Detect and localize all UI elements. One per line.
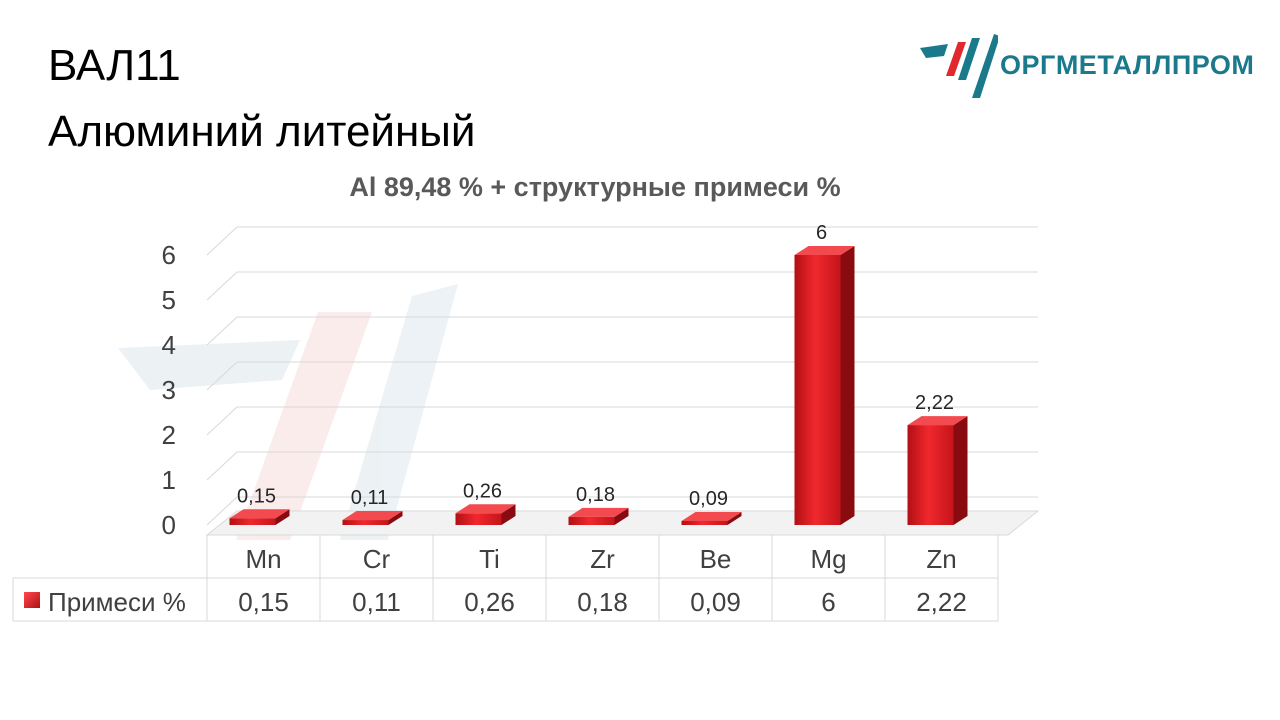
bar-side <box>275 509 290 525</box>
gridline-depth <box>206 361 238 391</box>
y-tick-label: 5 <box>162 285 176 315</box>
logo-text: ОРГМЕТАЛЛПРОМ <box>1000 50 1255 80</box>
y-tick-label: 3 <box>162 375 176 405</box>
y-tick-label: 4 <box>162 330 176 360</box>
bar-front <box>342 520 389 525</box>
table-cell: 0,26 <box>464 587 515 617</box>
table-cell: 2,22 <box>916 587 967 617</box>
bar-front <box>568 516 615 525</box>
bar-top <box>455 504 516 514</box>
gridline-depth <box>206 226 238 256</box>
data-label: 6 <box>816 222 827 244</box>
bar-mn <box>229 509 290 525</box>
logo-mark-icon <box>920 34 1000 98</box>
bar-front <box>229 518 276 525</box>
gridline-depth <box>206 271 238 301</box>
gridline-depth <box>206 496 238 526</box>
x-tick-label: Mn <box>245 544 281 574</box>
table-cell: 0,15 <box>238 587 289 617</box>
bar-side <box>953 416 968 525</box>
watermark-icon <box>118 284 458 540</box>
bar-top <box>681 511 742 521</box>
slide-title: ВАЛ11 <box>48 41 181 90</box>
bar-top <box>907 416 968 426</box>
company-logo: ОРГМЕТАЛЛПРОМ <box>918 30 1254 100</box>
y-tick-label: 6 <box>162 240 176 270</box>
bar-front <box>794 255 841 525</box>
data-label: 0,26 <box>463 480 502 502</box>
x-tick-label: Zn <box>926 544 956 574</box>
bar-side <box>840 246 855 525</box>
table-cell: 0,09 <box>690 587 741 617</box>
x-tick-label: Be <box>700 544 732 574</box>
bar-side <box>388 511 403 525</box>
data-label: 0,15 <box>237 485 276 507</box>
slide-subtitle: Алюминий литейный <box>48 107 476 156</box>
data-label: 2,22 <box>915 392 954 414</box>
x-tick-label: Cr <box>363 544 391 574</box>
chart-title: Al 89,48 % + структурные примеси % <box>349 172 841 202</box>
x-tick-label: Mg <box>810 544 846 574</box>
data-label: 0,18 <box>576 484 615 506</box>
bar-top <box>342 511 403 521</box>
bar-front <box>455 513 502 525</box>
bar-ti <box>455 504 516 525</box>
bar-zr <box>568 507 629 525</box>
table-cell: 0,11 <box>352 587 401 617</box>
bar-side <box>501 504 516 525</box>
bar-side <box>727 511 742 525</box>
bar-top <box>794 246 855 255</box>
table-cell: 6 <box>821 587 835 617</box>
x-tick-label: Ti <box>479 544 500 574</box>
gridline-depth <box>206 316 238 346</box>
legend-swatch <box>24 592 40 608</box>
bar-front <box>681 520 728 525</box>
gridline-depth <box>206 451 238 481</box>
bar-side <box>614 507 629 525</box>
bar-mg <box>794 246 855 525</box>
bar-be <box>681 511 742 525</box>
bar-top <box>568 507 629 517</box>
data-label: 0,11 <box>351 487 388 509</box>
y-tick-label: 2 <box>162 420 176 450</box>
bar-zn <box>907 416 968 525</box>
x-tick-label: Zr <box>590 544 615 574</box>
bar-top <box>229 509 290 519</box>
y-tick-label: 1 <box>162 465 176 495</box>
gridline-depth <box>206 406 238 436</box>
y-tick-label: 0 <box>162 510 176 540</box>
bar-front <box>907 425 954 525</box>
bar-cr <box>342 511 403 525</box>
data-label: 0,09 <box>689 488 728 510</box>
legend-label: Примеси % <box>48 587 186 617</box>
table-cell: 0,18 <box>577 587 628 617</box>
